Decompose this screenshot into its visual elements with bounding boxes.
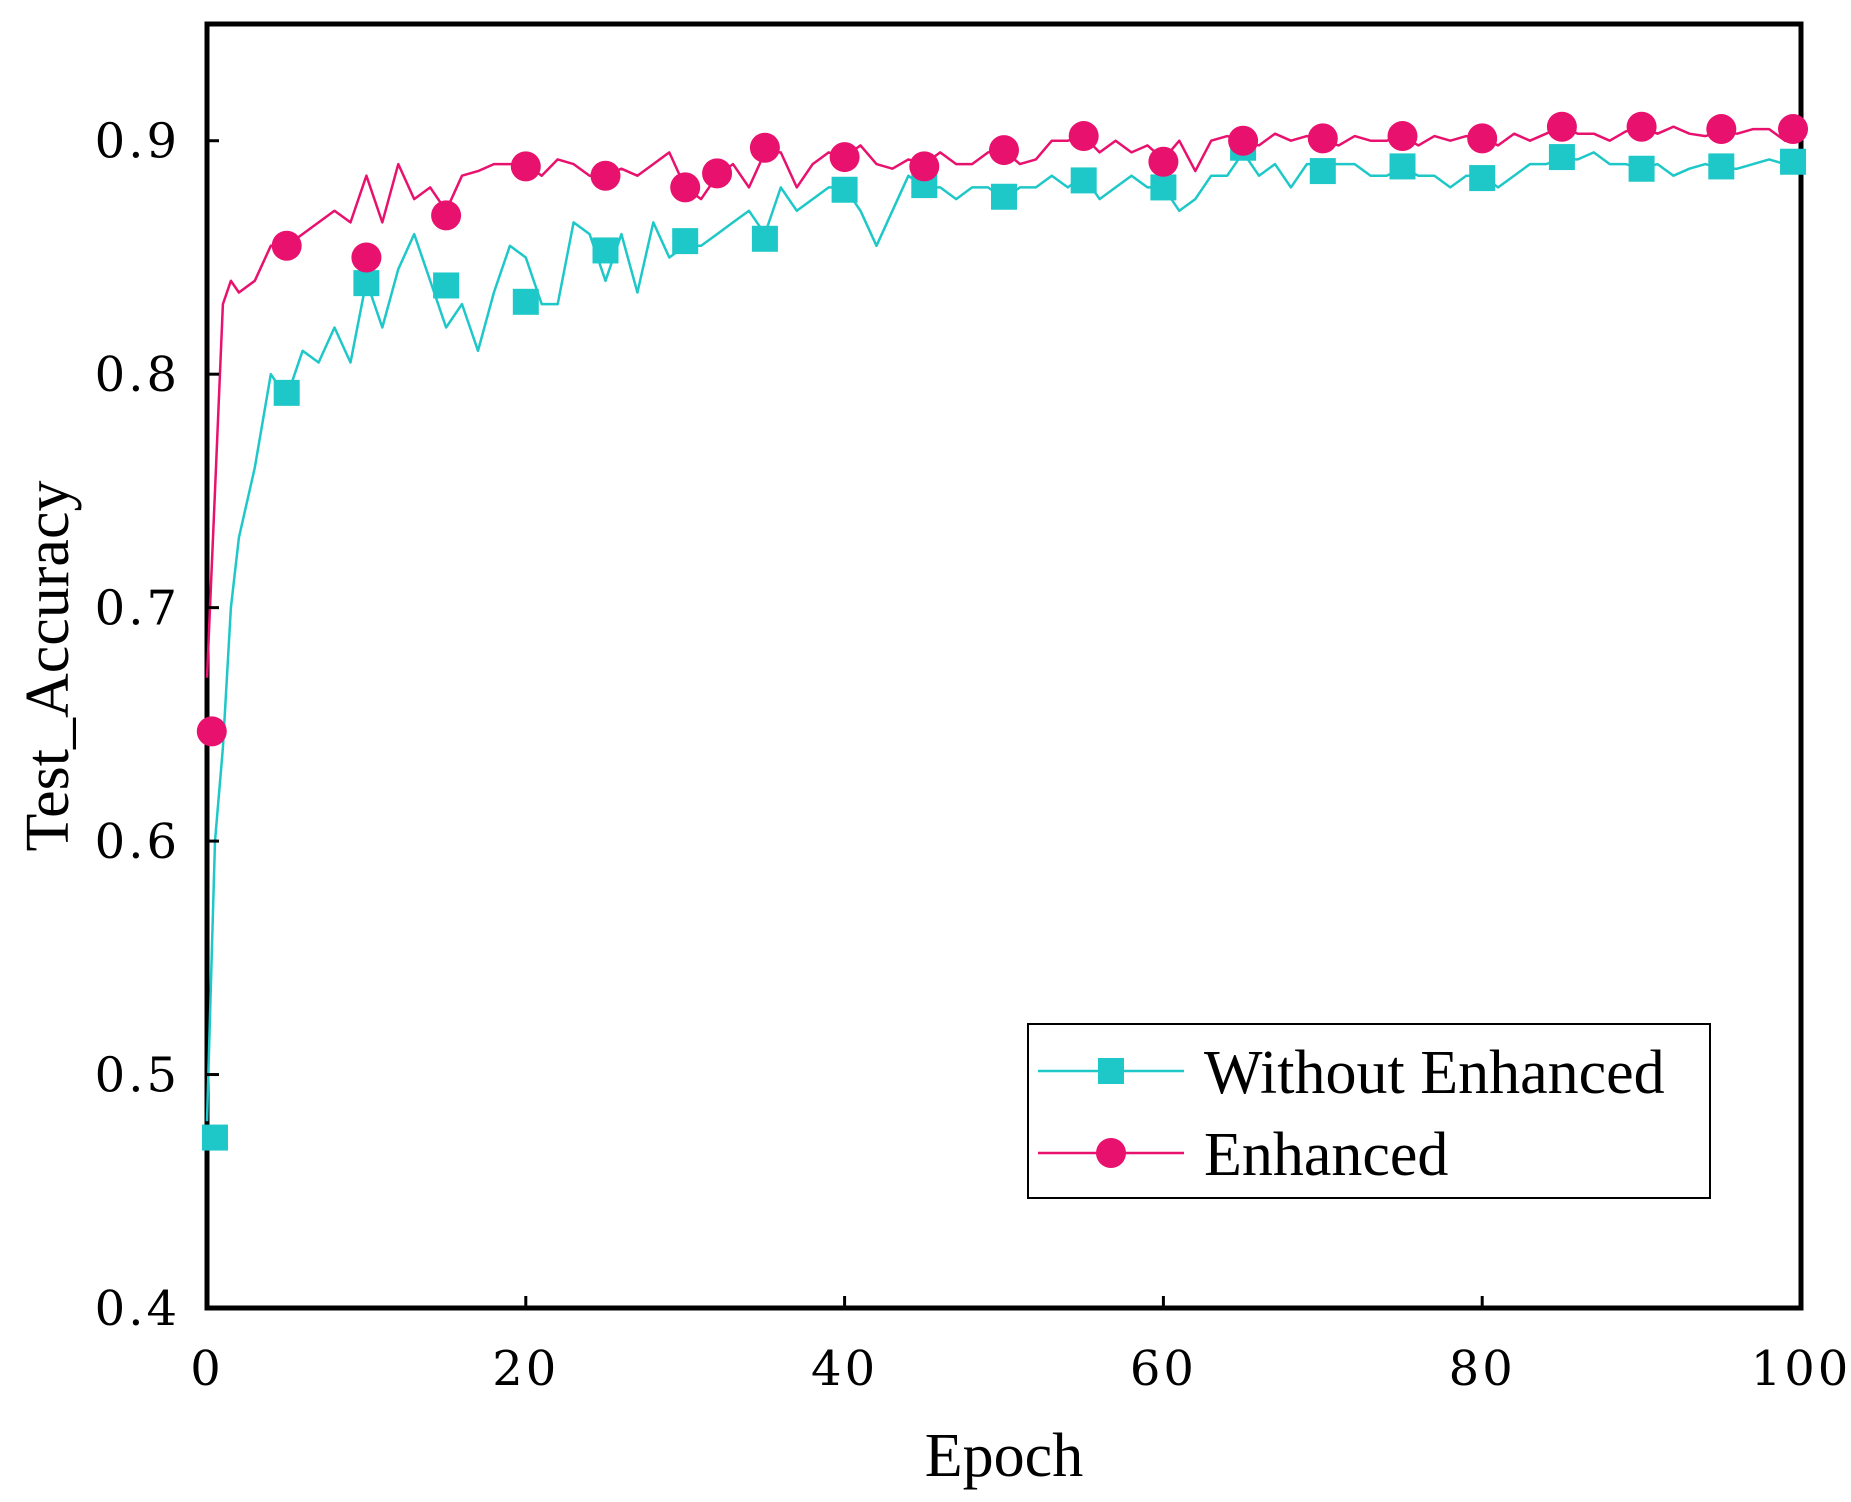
data-point-without-enhanced (273, 379, 300, 406)
data-point-enhanced (1148, 146, 1179, 177)
data-point-enhanced (1626, 111, 1657, 142)
data-point-without-enhanced (1780, 148, 1807, 175)
data-point-enhanced (1068, 121, 1099, 152)
x-tick-label: 0 (190, 1341, 224, 1397)
y-tick-label: 0.8 (95, 347, 180, 403)
data-point-without-enhanced (1389, 153, 1416, 180)
data-point-without-enhanced (1548, 144, 1575, 171)
x-tick-label: 80 (1449, 1341, 1516, 1397)
x-tick-label: 40 (811, 1341, 878, 1397)
legend-box (1027, 1023, 1711, 1199)
data-point-without-enhanced (1070, 167, 1097, 194)
data-point-enhanced (989, 135, 1019, 166)
x-tick-label: 20 (492, 1341, 559, 1397)
data-point-without-enhanced (991, 183, 1017, 210)
y-tick-label: 0.5 (95, 1048, 180, 1104)
data-point-enhanced (1387, 121, 1418, 152)
legend-marker-square (1098, 1058, 1124, 1084)
legend: Without Enhanced Enhanced (1027, 1023, 1711, 1199)
data-point-enhanced (1778, 114, 1809, 145)
legend-label-without-enhanced: Without Enhanced (1204, 1039, 1665, 1107)
data-point-enhanced (1706, 114, 1737, 145)
x-tick-label: 100 (1751, 1341, 1851, 1397)
data-point-enhanced (829, 142, 860, 173)
y-tick-label: 0.9 (95, 114, 180, 170)
y-tick-label: 0.4 (95, 1281, 180, 1337)
data-point-enhanced (1467, 123, 1498, 154)
data-point-without-enhanced (353, 270, 380, 297)
data-point-without-enhanced (672, 228, 699, 255)
data-point-without-enhanced (201, 1124, 228, 1151)
data-point-enhanced (670, 172, 701, 203)
data-point-enhanced (749, 132, 780, 163)
y-tick-label: 0.6 (95, 814, 180, 870)
x-axis-ticks: 0 20 40 60 80 100 (190, 1296, 1851, 1397)
data-point-enhanced (590, 160, 621, 191)
y-axis-ticks: 0.4 0.5 0.6 0.7 0.8 0.9 (95, 114, 219, 1337)
y-tick-label: 0.7 (95, 581, 180, 637)
data-point-without-enhanced (1150, 174, 1177, 201)
data-point-enhanced (351, 242, 382, 273)
data-point-enhanced (1546, 111, 1577, 142)
data-point-without-enhanced (831, 176, 858, 203)
data-point-enhanced (1228, 125, 1259, 156)
legend-marker-circle (1096, 1138, 1126, 1168)
series-layer (196, 111, 1809, 1151)
data-point-enhanced (431, 200, 462, 231)
data-point-enhanced (196, 716, 227, 747)
x-axis-title: Epoch (925, 1422, 1083, 1490)
data-point-enhanced (1307, 123, 1338, 154)
data-point-without-enhanced (433, 272, 460, 299)
data-point-without-enhanced (1469, 165, 1496, 192)
data-point-without-enhanced (1309, 158, 1336, 185)
data-point-without-enhanced (1708, 153, 1735, 180)
series-line-without-enhanced (205, 151, 1801, 1122)
x-tick-label: 60 (1130, 1341, 1197, 1397)
data-point-enhanced (510, 151, 541, 182)
data-point-without-enhanced (751, 225, 778, 252)
data-point-enhanced (702, 158, 733, 189)
data-point-enhanced (271, 230, 302, 261)
data-point-without-enhanced (1628, 155, 1655, 182)
data-point-without-enhanced (512, 288, 539, 315)
data-point-without-enhanced (592, 237, 619, 264)
legend-label-enhanced: Enhanced (1204, 1121, 1448, 1189)
y-axis-title: Test_Accuracy (14, 481, 82, 852)
data-point-enhanced (909, 151, 940, 182)
